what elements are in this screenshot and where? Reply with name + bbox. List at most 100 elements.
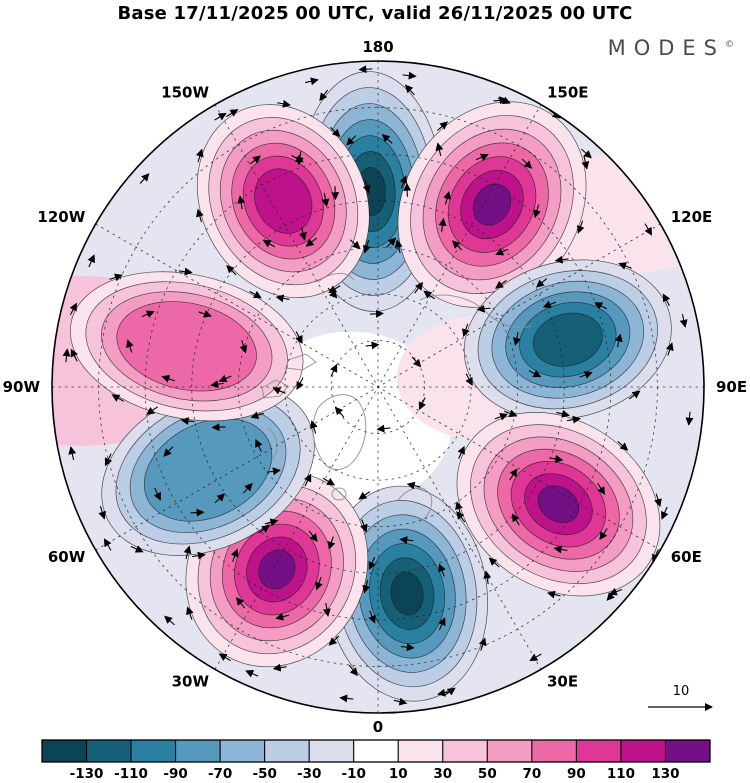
lon-label-120W: 120W [37, 208, 85, 226]
wind-arrow [255, 438, 263, 452]
wind-arrow [542, 300, 557, 309]
wind-arrow [451, 240, 463, 251]
wind-arrow [554, 255, 569, 264]
wind-arrow [536, 278, 548, 288]
wind-arrow [358, 65, 373, 74]
wind-arrow [438, 563, 446, 577]
wind-arrow [411, 356, 422, 368]
colorbar-segment [264, 739, 310, 763]
colorbar-tick-label: 10 [389, 766, 408, 782]
wind-arrow [386, 237, 397, 248]
anomaly-contour-ring [390, 571, 424, 616]
wind-arrow [310, 420, 318, 434]
wind-arrow [376, 424, 391, 433]
wind-arrow [497, 96, 511, 104]
wind-arrow [178, 267, 193, 276]
wind-arrow [483, 570, 492, 585]
wind-arrow [214, 112, 227, 121]
wind-arrow [495, 248, 509, 256]
colorbar-tick-label: 90 [567, 766, 586, 782]
coastline-path [331, 487, 347, 501]
coastline-path [419, 294, 533, 328]
wind-arrow [211, 423, 226, 432]
colorbar-tick-label: 30 [433, 766, 452, 782]
colorbar-tick-label: 70 [522, 766, 541, 782]
coastline-path [261, 379, 289, 399]
wind-arrow [438, 617, 446, 631]
wind-arrow [214, 493, 226, 504]
map-interior [52, 61, 704, 713]
colorbar-segment [130, 739, 177, 763]
wind-arrow [272, 387, 286, 395]
anomaly-contour-ring [472, 183, 512, 226]
lon-label-0: 0 [373, 718, 383, 736]
wind-arrow [230, 548, 239, 562]
colorbar-segment [41, 739, 88, 763]
map-boundary [51, 60, 705, 714]
wind-arrow [606, 590, 617, 601]
wind-arrow [272, 663, 287, 672]
wind-arrow [661, 506, 669, 520]
wind-arrow [277, 99, 291, 108]
wind-arrow [226, 265, 237, 276]
wind-arrow [546, 590, 561, 599]
anomaly-negative [326, 485, 489, 702]
page-title: Base 17/11/2025 00 UTC, valid 26/11/2025… [117, 3, 633, 24]
wind-arrow [348, 664, 358, 677]
wind-arrow [614, 333, 623, 348]
colorbar-tick-label: -50 [252, 766, 276, 782]
wind-arrow [443, 190, 451, 205]
wind-arrow [266, 467, 281, 476]
wind-arrow [436, 121, 449, 131]
wind-arrow [504, 409, 518, 418]
wind-arrow [488, 557, 500, 568]
wind-arrow [126, 339, 134, 353]
wind-arrow [476, 304, 491, 313]
wind-arrow [394, 239, 403, 254]
anomaly-contour-ring [254, 168, 313, 234]
wind-arrow [437, 688, 451, 697]
wind-arrow [305, 237, 317, 247]
wind-arrow [70, 348, 79, 362]
wind-arrow [576, 220, 585, 234]
wind-arrow [399, 536, 414, 545]
wind-arrow [195, 148, 204, 163]
colorbar-segment [620, 739, 666, 763]
coastline-path [317, 273, 355, 283]
wind-arrow [103, 538, 112, 551]
coastline-path [312, 394, 367, 470]
anomaly-contour-ring [143, 418, 273, 522]
wind-arrow [465, 373, 473, 386]
wind-arrow [423, 290, 435, 300]
wind-arrow [662, 293, 671, 307]
wind-arrow [475, 153, 489, 162]
wind-arrow [435, 142, 444, 157]
vector-reference-label: 10 [673, 684, 690, 699]
wind-arrow [68, 446, 77, 460]
coastline-path [285, 353, 317, 371]
wind-arrow [457, 445, 465, 459]
wind-arrow [349, 239, 361, 250]
wind-arrow [262, 239, 276, 248]
wind-arrow [104, 453, 113, 467]
wind-arrow [511, 513, 520, 526]
wind-arrow [161, 375, 175, 383]
wind-arrow [236, 597, 246, 609]
wind-arrow [226, 109, 239, 117]
coastline-path [397, 487, 433, 523]
wind-arrow [275, 294, 290, 303]
wind-arrow [362, 179, 371, 194]
wind-arrow [553, 545, 568, 554]
wind-arrow [418, 397, 427, 411]
wind-arrow [163, 446, 174, 457]
wind-arrow [327, 536, 336, 550]
wind-arrow [533, 204, 541, 219]
colorbar: -130 -110 -90 -70 -50 -30 -10 10 30 50 70 90 110 130 [41, 739, 711, 782]
latitude-circle [237, 246, 519, 528]
wind-arrow [330, 126, 341, 138]
colorbar-segment [308, 739, 355, 763]
lon-label-90E: 90E [716, 378, 747, 396]
colorbar-segment [575, 739, 622, 763]
wind-arrow [556, 409, 570, 418]
wind-arrow [400, 643, 415, 652]
